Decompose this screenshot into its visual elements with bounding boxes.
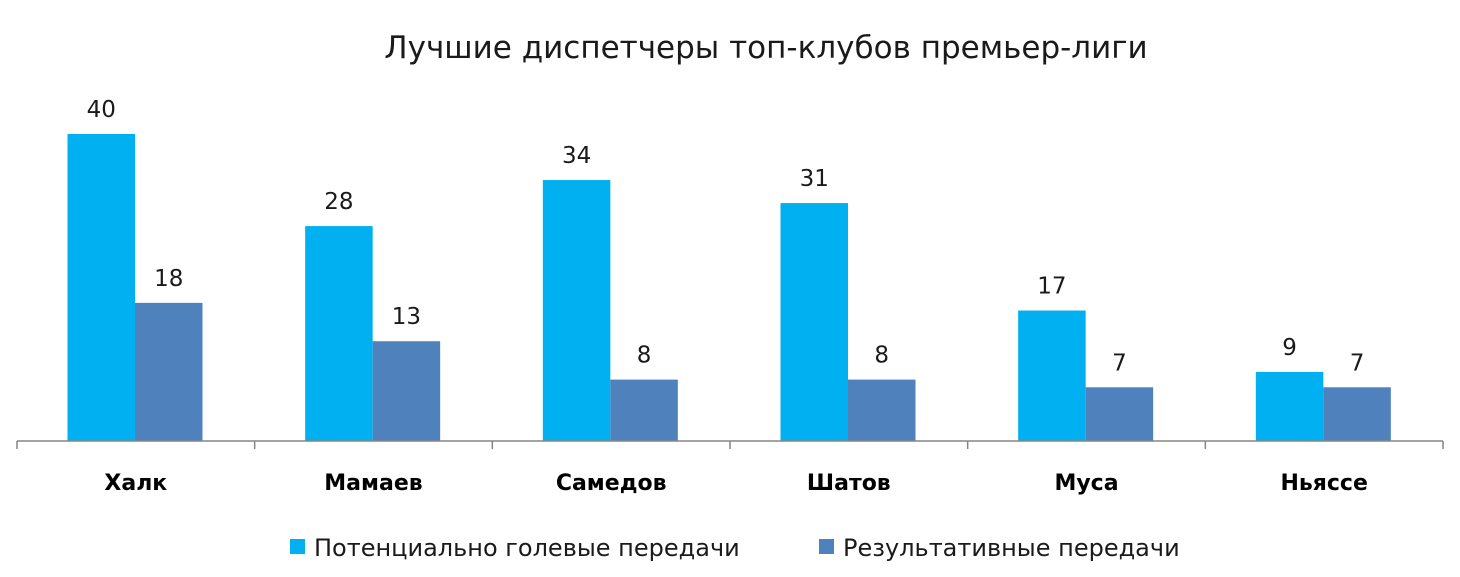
category-label-0: Халк (104, 471, 167, 496)
bar-s0-4 (1018, 310, 1086, 441)
data-label-s1-3: 8 (874, 343, 889, 369)
bar-s1-0 (135, 302, 203, 441)
data-label-s0-1: 28 (324, 189, 353, 215)
data-label-s1-5: 7 (1350, 350, 1365, 376)
legend-label-0: Потенциально голевые передачи (314, 534, 740, 562)
legend-swatch-1 (819, 539, 834, 554)
category-label-4: Муса (1054, 471, 1118, 496)
bars-layer (67, 134, 1391, 442)
data-label-s0-0: 40 (87, 97, 116, 123)
chart-title: Лучшие диспетчеры топ-клубов премьер-лиг… (384, 30, 1147, 66)
category-label-3: Шатов (807, 471, 891, 496)
data-label-s1-0: 18 (154, 266, 183, 292)
bar-s1-4 (1085, 387, 1154, 441)
bar-s0-2 (542, 180, 611, 442)
data-label-s1-1: 13 (392, 304, 421, 330)
legend-label-1: Результативные передачи (843, 534, 1180, 562)
data-label-s0-2: 34 (562, 143, 591, 169)
bar-s0-0 (67, 134, 135, 441)
bar-s1-1 (372, 341, 441, 441)
data-label-s1-4: 7 (1112, 350, 1127, 376)
x-axis (16, 440, 1444, 449)
bar-s1-2 (610, 379, 678, 441)
bar-s1-5 (1323, 387, 1391, 441)
bar-s0-3 (780, 203, 848, 441)
data-label-s0-3: 31 (800, 166, 829, 192)
category-label-1: Мамаев (324, 471, 422, 496)
bar-s0-1 (305, 226, 373, 441)
legend: Потенциально голевые передачи Результатив… (290, 534, 1180, 562)
data-label-s0-5: 9 (1282, 335, 1297, 361)
bar-s0-5 (1255, 371, 1324, 441)
data-label-s0-4: 17 (1037, 274, 1066, 300)
category-label-2: Самедов (556, 471, 667, 496)
data-label-s1-2: 8 (637, 343, 652, 369)
bar-s1-3 (848, 379, 916, 441)
labels-layer: 40 18 Халк 28 13 Мамаев 34 8 Самедов 31 8 Шатов 17 7 М… (87, 97, 1368, 496)
category-label-5: Ньяссе (1280, 471, 1367, 496)
legend-swatch-0 (290, 539, 305, 554)
